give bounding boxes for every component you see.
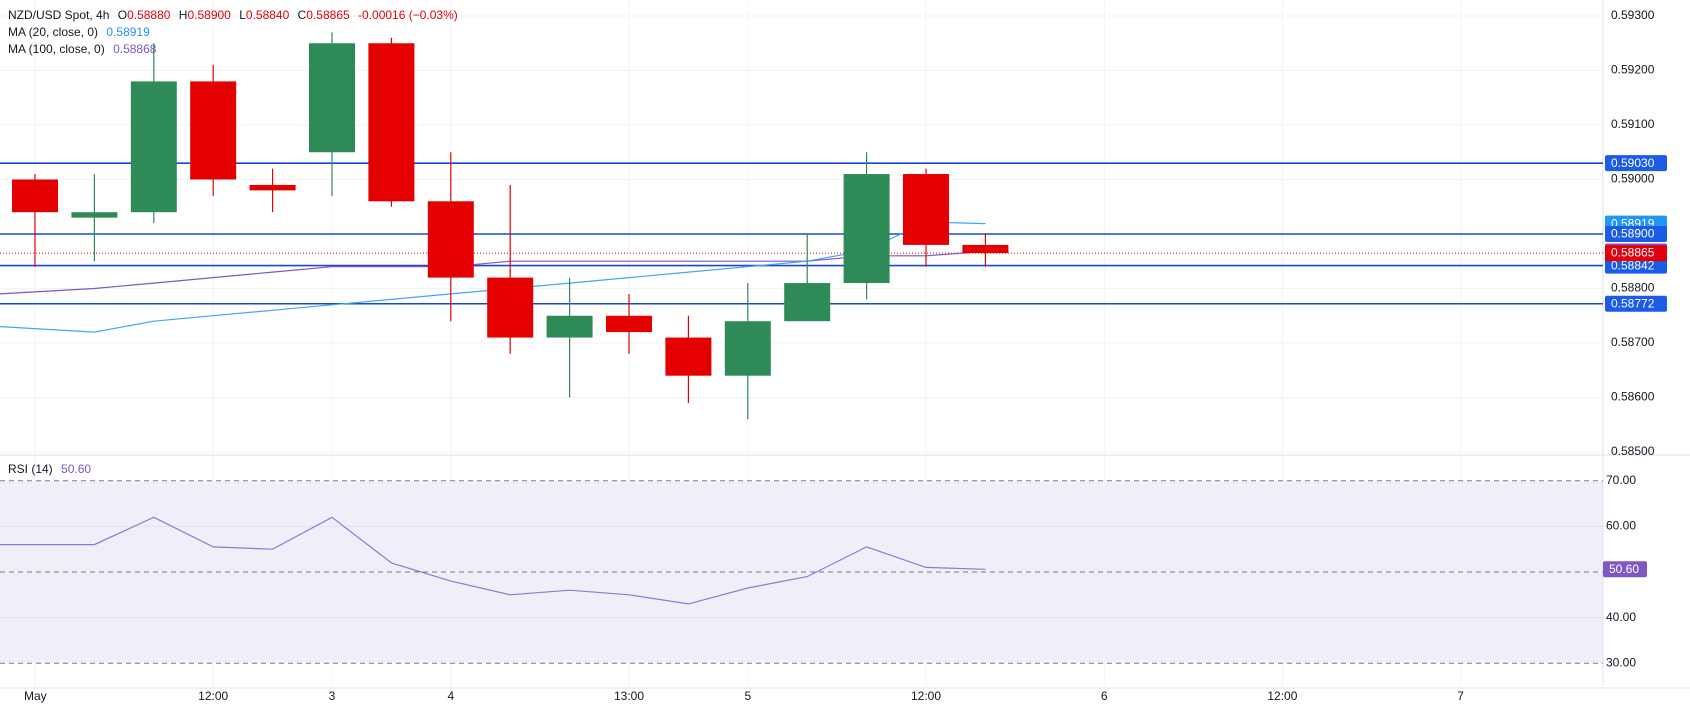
time-tick-label: 7 [1457, 689, 1464, 703]
candle-body-down [487, 277, 534, 338]
price-tick-label: 0.59000 [1611, 172, 1655, 186]
candle-body-down [190, 81, 237, 180]
candle-body-down [12, 179, 58, 213]
price-tick-label: 0.58800 [1611, 281, 1655, 295]
time-tick-label: 13:00 [614, 689, 644, 703]
time-tick-label: 3 [329, 689, 336, 703]
time-tick-label: 4 [447, 689, 454, 703]
last-price-tag-text: 0.58865 [1611, 246, 1655, 260]
candle-body-up [843, 174, 890, 284]
candle-body-up [71, 212, 118, 218]
rsi-label: RSI (14) [8, 462, 53, 476]
price-tick-label: 0.58500 [1611, 444, 1655, 458]
candle-body-up [309, 43, 355, 153]
candle-body-down [249, 184, 296, 191]
ma100-label: MA (100, close, 0) [8, 42, 105, 56]
candle-body-up [546, 315, 593, 338]
level-price-tag [1605, 155, 1667, 172]
time-tick-label: 12:00 [1267, 689, 1297, 703]
candle-body-down [665, 337, 712, 376]
symbol-title[interactable]: NZD/USD Spot, 4h [8, 8, 110, 22]
high-value: 0.58900 [187, 8, 231, 22]
price-tick-label: 0.59200 [1611, 63, 1655, 77]
symbol-legend: NZD/USD Spot, 4h O0.58880 H0.58900 L0.58… [8, 8, 463, 22]
time-tick-label: May [24, 689, 47, 703]
candle-body-down [427, 201, 474, 278]
low-value: 0.58840 [245, 8, 290, 22]
rsi-tick-label: 70.00 [1606, 473, 1636, 487]
ma20-label: MA (20, close, 0) [8, 25, 99, 39]
time-tick-label: 6 [1101, 689, 1108, 703]
high-label: H [178, 8, 188, 22]
open-value: 0.58880 [127, 8, 171, 22]
price-tick-label: 0.59300 [1611, 8, 1655, 22]
level-price-tag-text: 0.58900 [1611, 227, 1655, 241]
level-price-tag-text: 0.58842 [1611, 258, 1655, 272]
level-price-tag [1605, 257, 1667, 274]
price-tick-label: 0.58700 [1611, 335, 1655, 349]
candle-body-up [784, 283, 831, 322]
rsi-tick-label: 30.00 [1606, 655, 1636, 669]
price-tick-label: 0.59100 [1611, 117, 1655, 131]
close-label: C [297, 8, 307, 22]
ma100-value: 0.58868 [113, 42, 157, 56]
price-tick-label: 0.58600 [1611, 390, 1655, 404]
time-tick-label: 12:00 [198, 689, 228, 703]
ma100-legend[interactable]: MA (100, close, 0) 0.58868 [8, 42, 161, 56]
level-price-tag [1605, 295, 1667, 312]
candle-body-down [903, 174, 949, 245]
candle-body-up [724, 321, 771, 376]
ma20-legend[interactable]: MA (20, close, 0) 0.58919 [8, 25, 155, 39]
candle-body-down [368, 43, 415, 202]
time-tick-label: 12:00 [911, 689, 941, 703]
rsi-line [0, 516, 986, 605]
level-price-tag-text: 0.59030 [1611, 156, 1655, 170]
time-tick-label: 5 [744, 689, 751, 703]
rsi-legend[interactable]: RSI (14) 50.60 [8, 462, 96, 476]
rsi-value-tag [1603, 561, 1647, 578]
rsi-tick-label: 40.00 [1606, 610, 1636, 624]
level-price-tag-text: 0.58772 [1611, 296, 1655, 310]
rsi-value-tag-text: 50.60 [1609, 562, 1639, 576]
open-label: O [117, 8, 128, 22]
candle-body-down [962, 244, 1009, 254]
level-price-tag [1605, 226, 1667, 242]
close-value: 0.58865 [306, 8, 350, 22]
change-value: -0.00016 (−0.03%) [358, 8, 458, 22]
candle-body-down [606, 315, 652, 333]
rsi-tick-label: 60.00 [1606, 519, 1636, 533]
candle-body-up [130, 81, 177, 213]
low-label: L [239, 8, 246, 22]
rsi-value: 50.60 [61, 462, 92, 476]
ma20-value: 0.58919 [106, 25, 150, 39]
last-price-tag [1605, 245, 1667, 262]
